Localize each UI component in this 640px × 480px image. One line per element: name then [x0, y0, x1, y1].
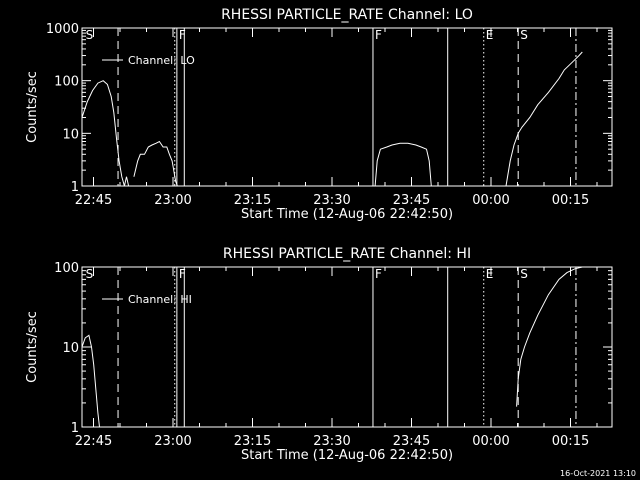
- x-tick-label-1-3: 23:30: [313, 434, 350, 449]
- x-tick-label-0-0: 22:45: [75, 193, 112, 208]
- plot-frame-0: [81, 27, 613, 187]
- event-marker-label-0-7: E: [486, 28, 494, 42]
- y-tick-label-1-0: 1: [71, 421, 79, 436]
- x-tick-label-0-6: 00:15: [552, 193, 589, 208]
- event-marker-label-1-5: F: [375, 267, 382, 281]
- plot-frame-1: [81, 266, 613, 428]
- y-tick-label-1-2: 100: [54, 261, 79, 276]
- x-tick-label-1-5: 00:00: [472, 434, 509, 449]
- event-marker-label-0-0: S: [86, 28, 94, 42]
- x-tick-label-1-4: 23:45: [393, 434, 430, 449]
- x-tick-label-1-6: 00:15: [552, 434, 589, 449]
- event-marker-label-0-5: F: [375, 28, 382, 42]
- event-marker-label-1-8: S: [520, 267, 528, 281]
- x-axis-label-1: Start Time (12-Aug-06 22:42:50): [241, 448, 453, 463]
- y-tick-label-0-1: 10: [62, 127, 79, 142]
- x-axis-label-0: Start Time (12-Aug-06 22:42:50): [241, 207, 453, 222]
- y-tick-label-0-3: 1000: [46, 22, 79, 37]
- x-tick-label-0-4: 23:45: [393, 193, 430, 208]
- series-line-0-0-3: [505, 51, 583, 187]
- x-tick-label-0-1: 23:00: [154, 193, 191, 208]
- y-tick-label-1-1: 10: [62, 341, 79, 356]
- event-marker-label-1-0: S: [86, 267, 94, 281]
- chart-title-1: RHESSI PARTICLE_RATE Channel: HI: [223, 246, 471, 262]
- series-line-1-0-1: [516, 266, 583, 407]
- series-line-0-0-2: [374, 142, 432, 187]
- x-tick-label-0-5: 00:00: [472, 193, 509, 208]
- event-marker-label-1-3: F: [179, 267, 186, 281]
- series-line-0-0-1: [133, 140, 178, 187]
- event-marker-label-1-7: E: [486, 267, 494, 281]
- x-tick-label-1-2: 23:15: [234, 434, 271, 449]
- y-axis-label-1: Counts/sec: [25, 311, 40, 383]
- series-line-1-0-0: [81, 334, 100, 428]
- x-tick-label-0-2: 23:15: [234, 193, 271, 208]
- x-tick-label-0-3: 23:30: [313, 193, 350, 208]
- x-tick-label-1-1: 23:00: [154, 434, 191, 449]
- event-marker-label-0-8: S: [520, 28, 528, 42]
- y-axis-label-0: Counts/sec: [25, 71, 40, 143]
- legend-label-1: Channel: HI: [128, 293, 192, 306]
- y-tick-label-0-2: 100: [54, 75, 79, 90]
- chart-title-0: RHESSI PARTICLE_RATE Channel: LO: [221, 7, 473, 23]
- x-tick-label-1-0: 22:45: [75, 434, 112, 449]
- legend-label-0: Channel: LO: [128, 54, 195, 67]
- event-marker-label-0-3: F: [179, 28, 186, 42]
- timestamp: 16-Oct-2021 13:10: [560, 469, 636, 478]
- y-tick-label-0-0: 1: [71, 180, 79, 195]
- series-line-0-0-0: [81, 80, 130, 187]
